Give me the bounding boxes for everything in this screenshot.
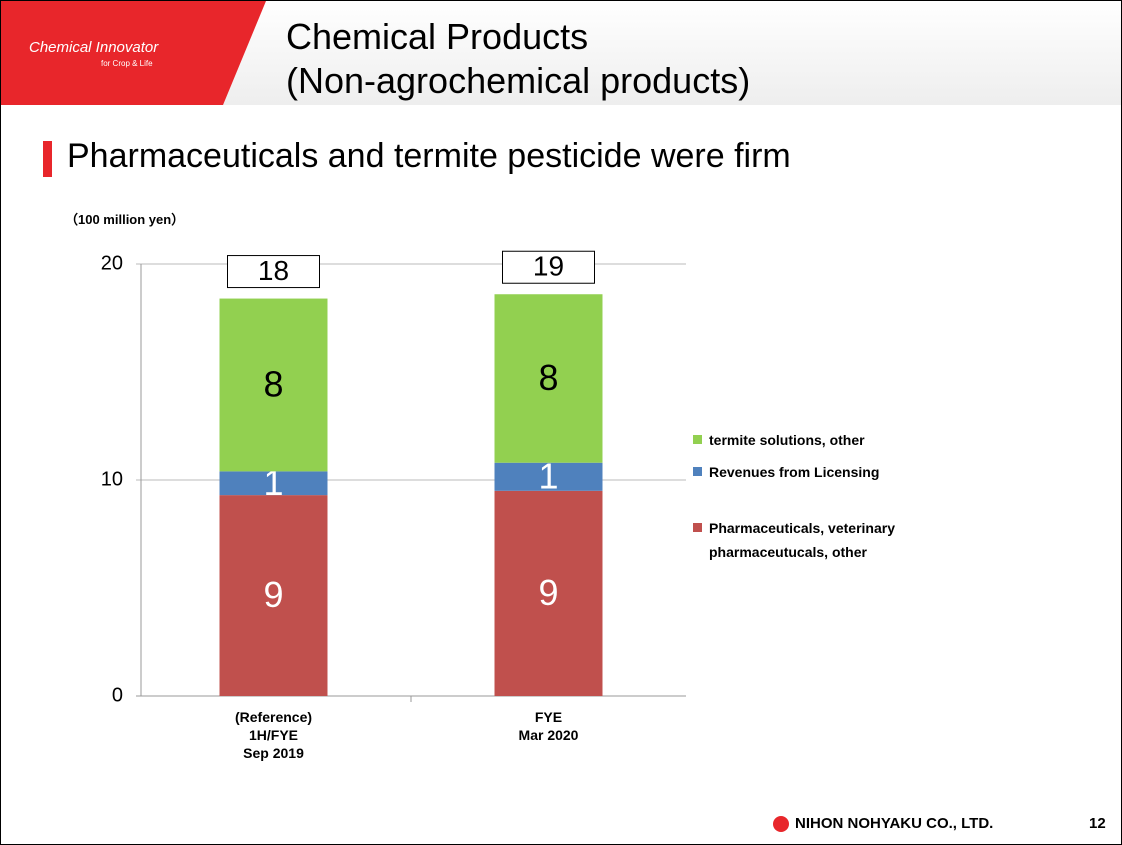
bar-segment xyxy=(494,294,603,463)
legend-swatch xyxy=(693,523,702,532)
logo: Chemical Innovator xyxy=(29,39,159,56)
legend-label: Revenues from Licensing xyxy=(709,464,880,480)
legend-label: Pharmaceuticals, veterinary pharmaceutuc… xyxy=(709,520,895,560)
total-box xyxy=(502,250,595,284)
value-label: 1 xyxy=(538,455,558,496)
y-tick-label: 10 xyxy=(101,468,123,490)
total-box xyxy=(227,255,320,289)
value-label: 8 xyxy=(263,363,283,404)
company: NIHON NOHYAKU CO., LTD. xyxy=(795,815,994,832)
value-label: 9 xyxy=(263,574,283,615)
legend-swatch xyxy=(693,435,702,444)
total-label: 19 xyxy=(533,251,564,282)
logo-band xyxy=(1,1,266,105)
bar-segment xyxy=(219,495,328,696)
logo-sub: for Crop & Life xyxy=(101,59,153,68)
bar-segment xyxy=(219,471,328,496)
legend-label: termite solutions, other xyxy=(709,432,865,448)
subtitle: Pharmaceuticals and termite pesticide we… xyxy=(67,137,791,175)
x-tick-label: FYE Mar 2020 xyxy=(518,709,579,743)
bar-segment xyxy=(494,490,603,696)
total-label: 18 xyxy=(258,255,289,286)
page-number: 12 xyxy=(1089,815,1106,832)
value-label: 8 xyxy=(538,357,558,398)
heading-bar xyxy=(43,141,52,177)
value-label: 1 xyxy=(263,462,283,503)
y-tick-label: 0 xyxy=(112,684,123,706)
value-label: 9 xyxy=(538,572,558,613)
company-icon xyxy=(773,816,789,832)
y-tick-label: 20 xyxy=(101,252,123,274)
title: Chemical Products (Non-agrochemical prod… xyxy=(286,16,751,101)
y-unit: （100 million yen） xyxy=(65,212,185,227)
x-tick-label: (Reference) 1H/FYE Sep 2019 xyxy=(234,709,313,761)
bar-segment xyxy=(219,298,328,472)
legend-swatch xyxy=(693,467,702,476)
bar-segment xyxy=(494,462,603,491)
